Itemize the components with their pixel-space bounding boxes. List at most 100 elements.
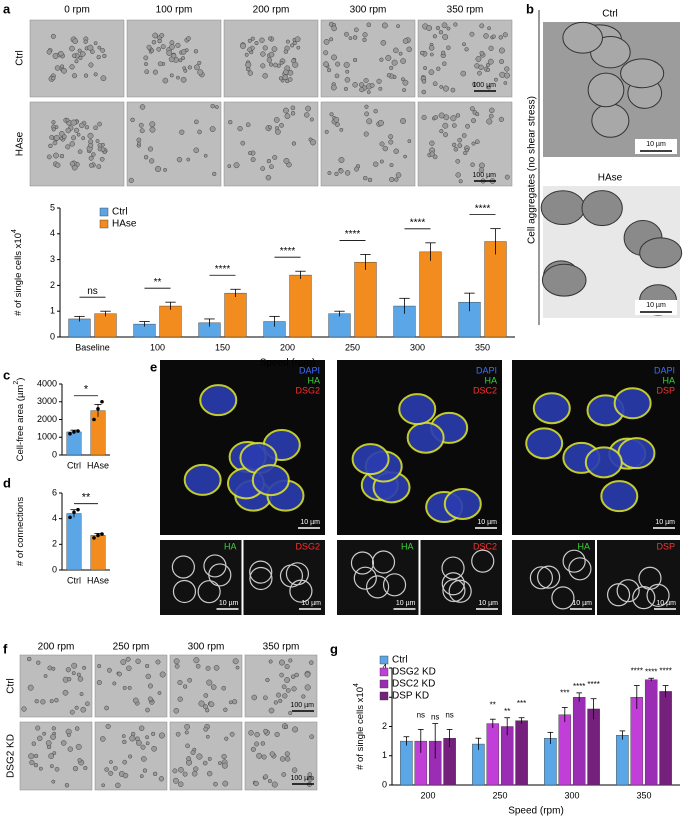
cell	[271, 781, 278, 788]
cell	[479, 23, 485, 29]
y-tick-label: 1	[50, 306, 55, 316]
panel-letter: e	[150, 359, 157, 374]
legend-label: DSC2 KD	[392, 679, 435, 690]
cell	[359, 82, 365, 88]
cell	[145, 741, 150, 746]
significance-label: ****	[215, 264, 231, 275]
cell	[339, 127, 344, 132]
cell	[268, 707, 275, 714]
cell	[326, 67, 332, 73]
y-tick-label: 1000	[37, 432, 57, 442]
cell	[181, 56, 186, 61]
significance-label: **	[490, 700, 496, 709]
column-label: 250 rpm	[113, 642, 150, 653]
cell	[439, 85, 444, 89]
cell	[305, 105, 311, 112]
bar	[644, 679, 658, 786]
cell	[304, 671, 311, 678]
cell	[446, 45, 451, 50]
cell	[294, 36, 301, 43]
cell	[281, 772, 287, 777]
scale-bar-label: 10 µm	[300, 519, 320, 526]
cell	[158, 732, 165, 739]
cell	[304, 684, 311, 691]
cell	[499, 58, 505, 65]
cell	[175, 42, 181, 48]
cell	[149, 158, 155, 164]
cell	[190, 750, 196, 756]
legend-label: Ctrl	[112, 207, 128, 218]
cell	[301, 694, 306, 699]
bar	[484, 241, 507, 338]
bar	[419, 251, 442, 338]
cell	[323, 61, 329, 68]
cell	[46, 154, 52, 160]
y-axis-label: # of connections	[15, 497, 26, 566]
cell	[178, 766, 184, 773]
cell	[478, 167, 485, 173]
cell	[398, 51, 403, 56]
cell	[91, 152, 96, 157]
cell	[382, 145, 388, 152]
cell	[406, 46, 412, 53]
cell	[139, 128, 145, 134]
micrograph	[29, 101, 125, 187]
y-tick-label: 2000	[37, 414, 57, 424]
cell	[541, 263, 587, 297]
cell	[253, 780, 259, 787]
legend-swatch	[99, 219, 109, 229]
data-point	[76, 429, 80, 433]
cell	[130, 117, 135, 123]
scale-bar-label: 10 µm	[646, 302, 666, 309]
significance-label: ***	[517, 699, 526, 708]
scale-bar-label: 10 µm	[656, 600, 676, 607]
nucleus	[600, 480, 639, 513]
cell	[440, 50, 446, 56]
cell	[76, 672, 81, 677]
bar	[587, 708, 600, 786]
cell	[144, 69, 150, 75]
cell	[269, 62, 274, 67]
cell	[240, 140, 246, 146]
scale-bar-label: 100 µm	[291, 702, 315, 709]
legend-swatch	[99, 207, 109, 217]
label-part: )	[15, 378, 26, 381]
data-point	[72, 430, 76, 434]
nucleus	[443, 487, 482, 520]
cell	[247, 70, 253, 76]
cell	[469, 106, 475, 112]
nucleus	[617, 437, 656, 470]
significance-label: ns	[87, 286, 98, 297]
nucleus	[525, 427, 564, 460]
cell	[283, 49, 289, 54]
cell	[34, 699, 39, 704]
cell	[354, 166, 359, 172]
cell	[432, 154, 438, 160]
cell	[333, 116, 340, 123]
cell	[486, 85, 491, 90]
cell	[157, 38, 162, 44]
cell	[42, 731, 47, 736]
cell	[385, 54, 392, 61]
scale-bar-label: 10 µm	[655, 519, 675, 526]
cell	[80, 706, 87, 713]
cell	[55, 162, 61, 168]
y-axis-label: # of single cells x104	[353, 683, 366, 770]
cell	[263, 728, 268, 734]
y-tick-label: 4000	[37, 378, 57, 388]
label-part: # of single cells x10	[13, 233, 24, 316]
cell	[485, 62, 491, 67]
cell	[458, 179, 463, 184]
cell	[203, 693, 209, 698]
cell	[191, 770, 198, 777]
cell	[400, 118, 407, 124]
cell	[323, 50, 329, 56]
cell	[288, 658, 293, 663]
significance-label: ****	[410, 217, 426, 228]
cell	[486, 67, 491, 72]
cell	[139, 104, 146, 110]
cell	[149, 126, 156, 133]
cell	[171, 53, 177, 59]
cell	[396, 24, 400, 29]
cell	[177, 696, 183, 702]
